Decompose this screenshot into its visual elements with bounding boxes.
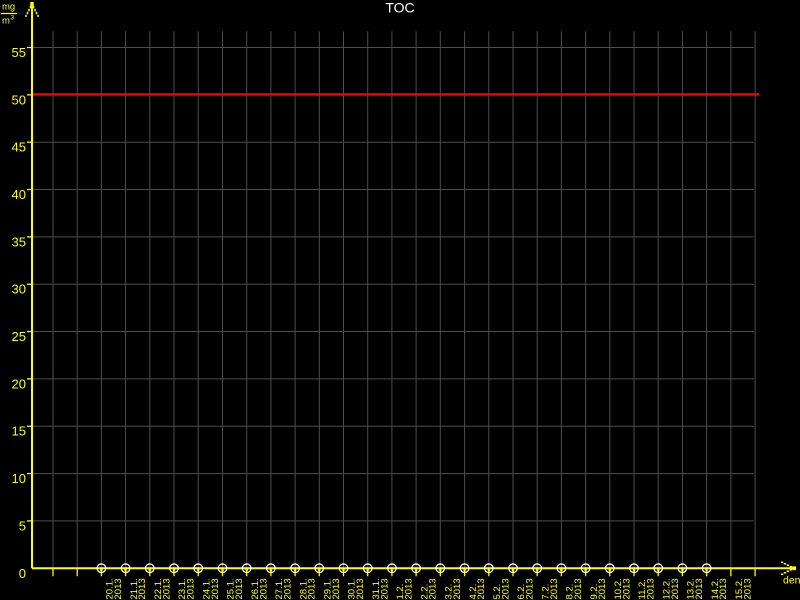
svg-text:2013: 2013 [500, 578, 511, 599]
svg-text:2013: 2013 [646, 578, 657, 599]
svg-text:2013: 2013 [186, 578, 197, 599]
svg-text:2013: 2013 [452, 578, 463, 599]
svg-text:2013: 2013 [573, 578, 584, 599]
svg-text:2013: 2013 [258, 578, 269, 599]
svg-text:2013: 2013 [525, 578, 536, 599]
svg-text:2013: 2013 [597, 578, 608, 599]
svg-text:3: 3 [11, 15, 15, 22]
svg-text:2013: 2013 [718, 578, 729, 599]
svg-text:35: 35 [12, 234, 26, 249]
svg-text:30: 30 [12, 282, 26, 297]
svg-text:2013: 2013 [404, 578, 415, 599]
svg-text:5: 5 [19, 518, 26, 533]
svg-text:10: 10 [12, 471, 26, 486]
svg-text:15: 15 [12, 424, 26, 439]
svg-text:2013: 2013 [694, 578, 705, 599]
svg-text:TOC: TOC [385, 0, 414, 16]
svg-text:2013: 2013 [307, 578, 318, 599]
svg-text:2013: 2013 [476, 578, 487, 599]
svg-text:25: 25 [12, 329, 26, 344]
svg-text:2013: 2013 [549, 578, 560, 599]
svg-text:2013: 2013 [137, 578, 148, 599]
svg-text:m: m [2, 16, 10, 27]
svg-text:2013: 2013 [210, 578, 221, 599]
svg-text:2013: 2013 [428, 578, 439, 599]
svg-text:den: den [783, 575, 800, 587]
svg-text:2013: 2013 [161, 578, 172, 599]
svg-text:2013: 2013 [621, 578, 632, 599]
svg-text:2013: 2013 [331, 578, 342, 599]
svg-text:0: 0 [19, 566, 26, 581]
svg-text:2013: 2013 [743, 578, 754, 599]
svg-text:45: 45 [12, 140, 26, 155]
svg-text:mg: mg [2, 2, 15, 13]
svg-text:2013: 2013 [113, 578, 124, 599]
svg-text:50: 50 [12, 92, 26, 107]
svg-text:2013: 2013 [379, 578, 390, 599]
svg-text:20: 20 [12, 376, 26, 391]
svg-text:2013: 2013 [283, 578, 294, 599]
svg-text:2013: 2013 [670, 578, 681, 599]
svg-text:40: 40 [12, 187, 26, 202]
svg-text:2013: 2013 [234, 578, 245, 599]
svg-text:55: 55 [12, 45, 26, 60]
svg-text:2013: 2013 [355, 578, 366, 599]
